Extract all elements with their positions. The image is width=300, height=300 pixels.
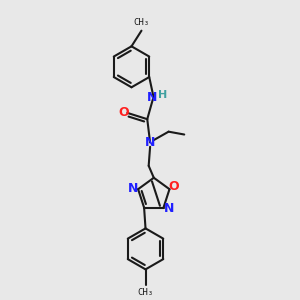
Text: O: O: [169, 180, 179, 193]
Text: CH₃: CH₃: [134, 18, 149, 27]
Text: N: N: [164, 202, 174, 215]
Text: N: N: [147, 91, 157, 104]
Text: H: H: [158, 90, 167, 100]
Text: O: O: [118, 106, 129, 119]
Text: CH₃: CH₃: [137, 288, 154, 297]
Text: N: N: [128, 182, 138, 195]
Text: N: N: [145, 136, 155, 149]
